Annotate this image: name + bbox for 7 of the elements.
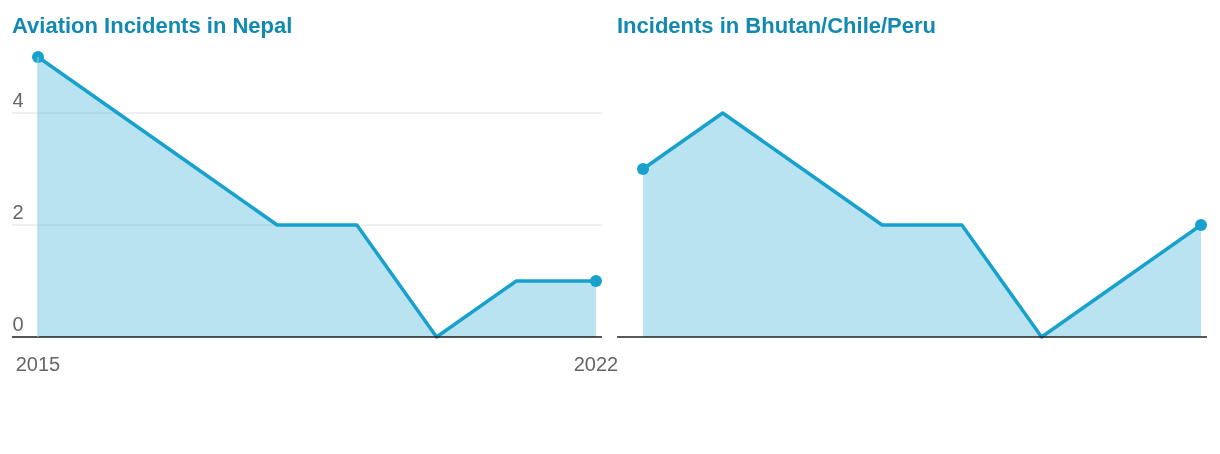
x-tick-label: 2022 xyxy=(573,353,619,375)
y-tick-label: 2 xyxy=(12,201,24,223)
y-tick-label: 4 xyxy=(12,89,24,111)
y-tick-label: 0 xyxy=(12,313,24,335)
chart-title: Incidents in Bhutan/Chile/Peru xyxy=(617,13,937,38)
chart-title: Aviation Incidents in Nepal xyxy=(12,13,293,38)
x-tick-label: 2015 xyxy=(15,353,61,375)
